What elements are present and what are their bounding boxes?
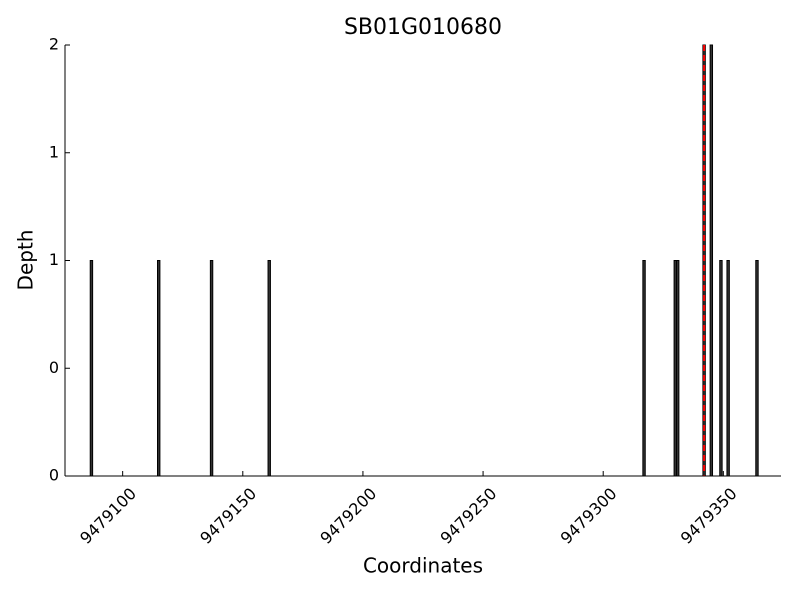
y-tick-label: 0: [49, 466, 59, 485]
y-tick-label: 1: [49, 250, 59, 269]
x-axis-label: Coordinates: [363, 554, 483, 578]
bar: [675, 260, 680, 477]
bar: [719, 260, 723, 477]
bar: [755, 260, 759, 477]
bar: [157, 260, 161, 477]
chart-title: SB01G010680: [344, 15, 502, 40]
bar: [726, 260, 730, 477]
bar: [709, 44, 714, 477]
y-tick-label: 1: [49, 142, 59, 161]
bar: [642, 260, 646, 477]
y-axis-label: Depth: [14, 230, 38, 291]
bar: [89, 260, 94, 477]
bar: [267, 260, 271, 477]
bar: [209, 260, 214, 477]
y-tick-label: 2: [49, 35, 59, 54]
y-tick-label: 0: [49, 358, 59, 377]
